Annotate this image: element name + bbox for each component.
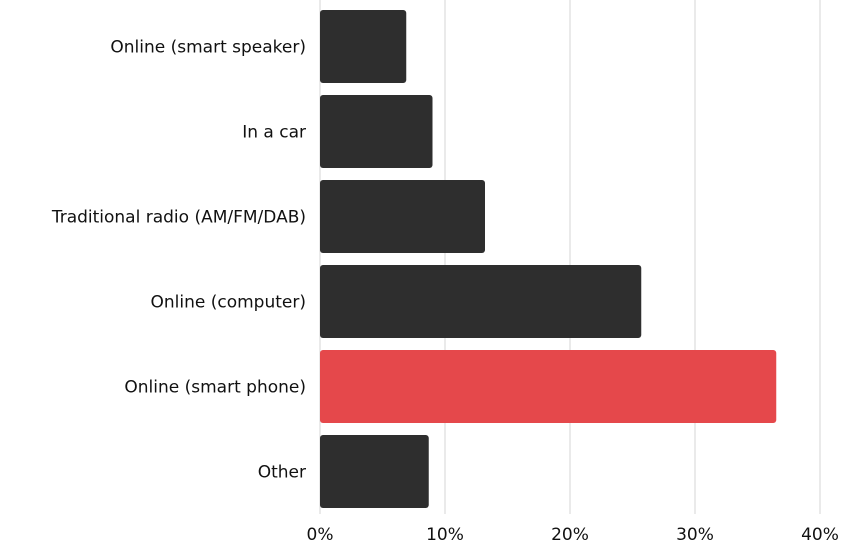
category-label: In a car [242,123,306,143]
bar [320,350,777,423]
bar [320,265,642,338]
x-tick-label: 20% [551,525,589,543]
x-axis-tick-labels: 0% 10% 20% 30% 40% [307,525,839,543]
category-label: Online (smart speaker) [110,38,306,58]
x-tick-label: 0% [307,525,334,543]
x-tick-label: 30% [676,525,714,543]
x-tick-label: 10% [426,525,464,543]
bar [320,10,407,83]
bars [320,10,777,508]
category-label: Online (smart phone) [124,378,306,398]
category-label: Traditional radio (AM/FM/DAB) [51,208,306,228]
x-tick-label: 40% [801,525,839,543]
gridlines [319,0,821,514]
bar [320,435,429,508]
category-label: Other [258,463,306,483]
bar [320,95,433,168]
bar [320,180,485,253]
category-labels: Online (smart speaker) In a car Traditiona… [51,38,306,483]
category-label: Online (computer) [151,293,307,313]
